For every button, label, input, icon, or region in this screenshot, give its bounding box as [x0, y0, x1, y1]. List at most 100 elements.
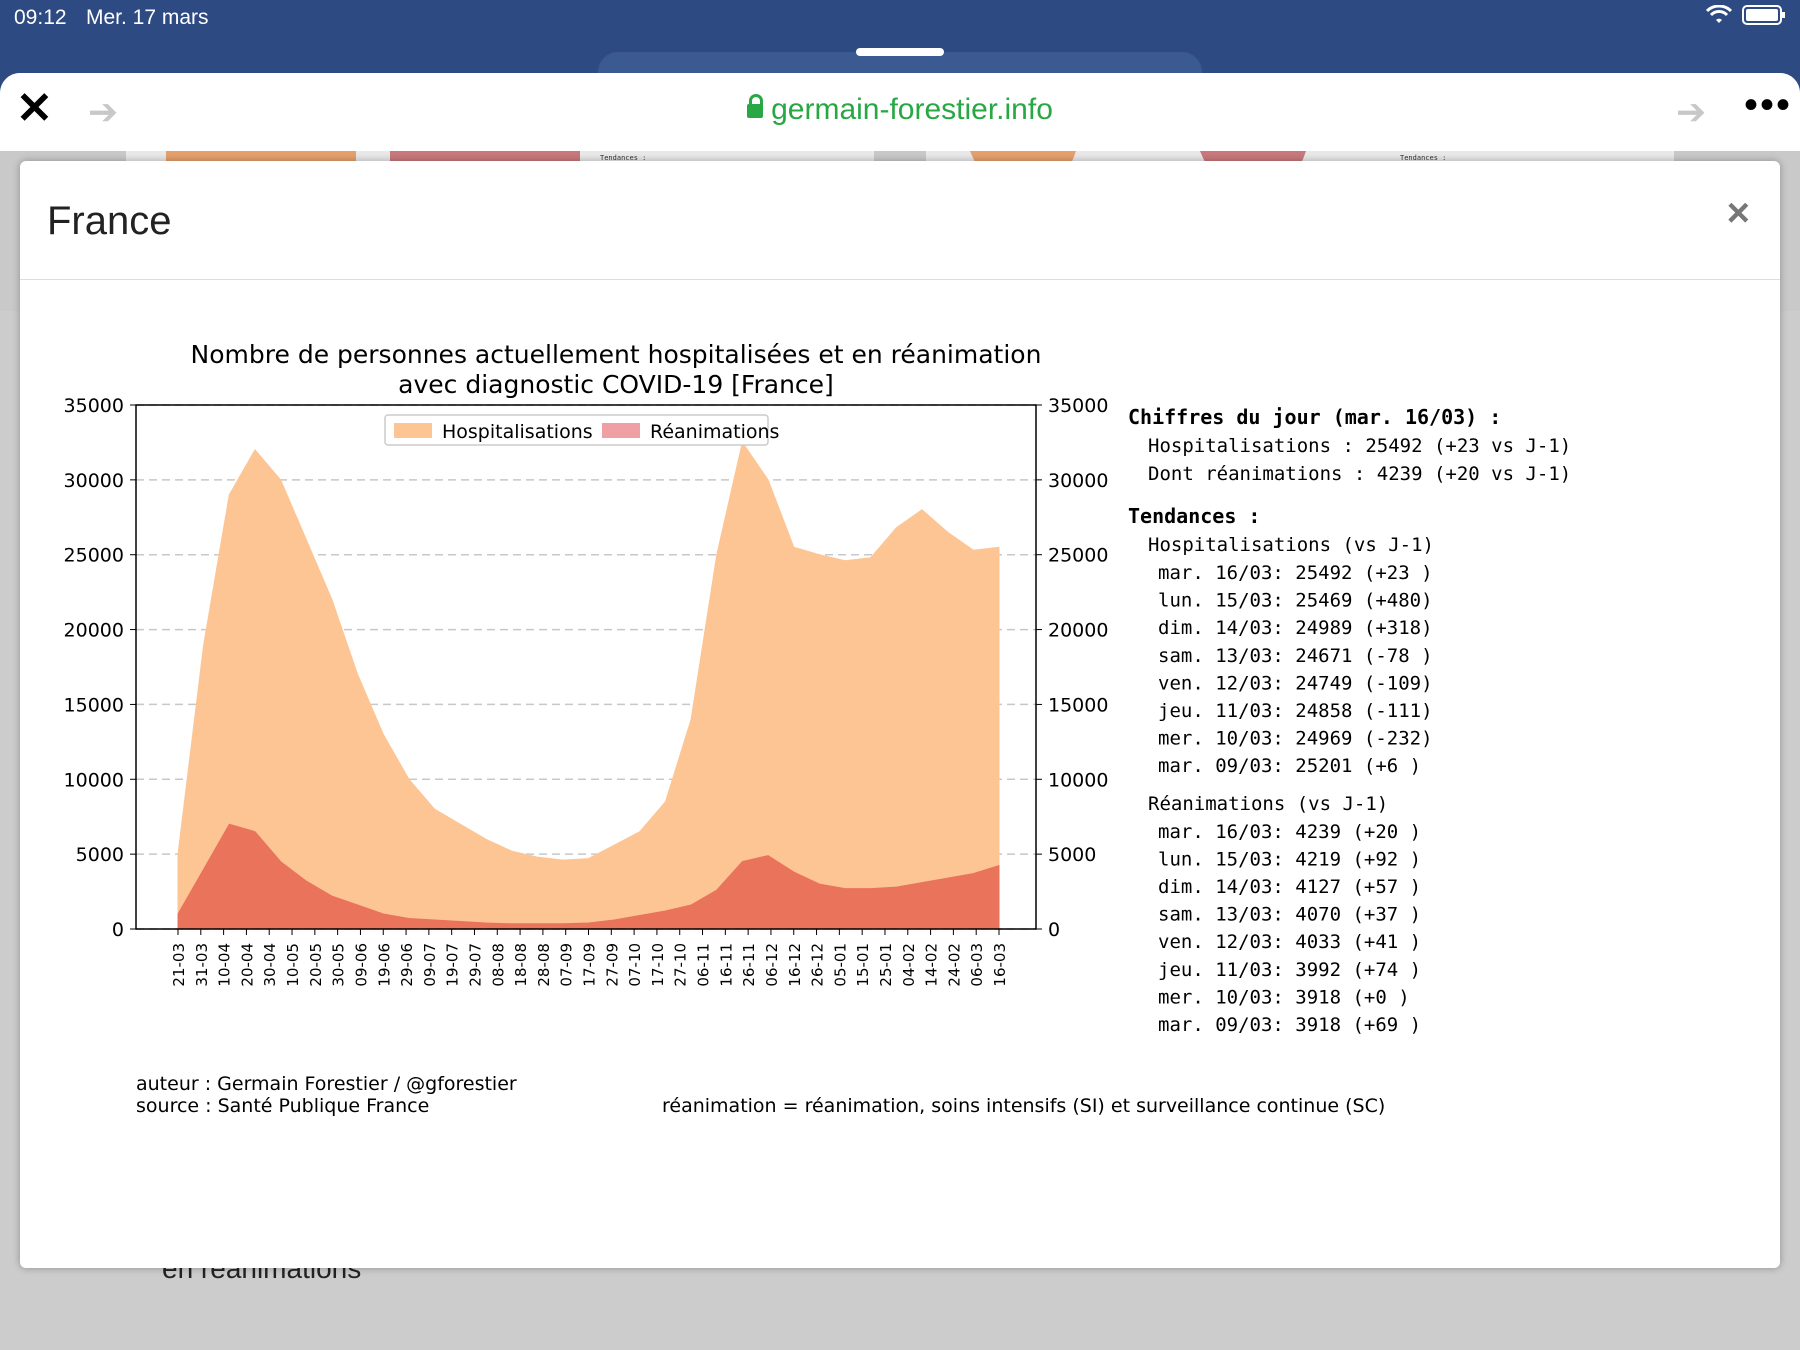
x-tick-label: 26-11: [740, 943, 758, 987]
x-tick-label: 06-12: [763, 943, 781, 987]
chart: Nombre de personnes actuellement hospita…: [64, 340, 1572, 1117]
y-tick-label-right: 5000: [1048, 844, 1096, 866]
status-date: Mer. 17 mars: [86, 6, 209, 29]
x-tick-label: 16-11: [717, 943, 735, 987]
side-rea-row: sam. 13/03: 4070 (+37 ): [1158, 904, 1421, 926]
dialog-close-button[interactable]: ×: [1726, 191, 1750, 235]
y-tick-label-right: 10000: [1048, 769, 1108, 791]
x-tick-label: 10-04: [216, 943, 234, 987]
side-hosp-row: mar. 09/03: 25201 (+6 ): [1158, 755, 1421, 777]
side-hosp-row: jeu. 11/03: 24858 (-111): [1158, 700, 1433, 722]
y-tick-label-left: 0: [112, 919, 124, 941]
x-tick-label: 21-03: [170, 943, 188, 987]
y-tick-label-right: 25000: [1048, 545, 1108, 567]
side-hosp-row: mer. 10/03: 24969 (-232): [1158, 728, 1433, 750]
side-rea-row: jeu. 11/03: 3992 (+74 ): [1158, 959, 1421, 981]
x-tick-label: 17-10: [649, 943, 667, 987]
side-hosp-row: dim. 14/03: 24989 (+318): [1158, 617, 1433, 639]
chart-author: auteur : Germain Forestier / @gforestier: [136, 1073, 517, 1095]
x-tick-label: 05-01: [831, 943, 849, 987]
side-hosp-row: lun. 15/03: 25469 (+480): [1158, 590, 1433, 612]
x-tick-label: 09-07: [421, 943, 439, 987]
x-tick-label: 18-08: [512, 943, 530, 987]
legend-label-hospitalisations: Hospitalisations: [442, 421, 593, 443]
modal-dialog: France × Nombre de personnes actuellemen…: [20, 161, 1780, 1268]
browser-toolbar: ✕ ➔ germain-forestier.info ➔ •••: [0, 73, 1800, 151]
x-tick-label: 07-10: [626, 943, 644, 987]
x-tick-label: 20-04: [238, 943, 256, 987]
dialog-header: France ×: [20, 161, 1780, 280]
side-heading: Chiffres du jour (mar. 16/03) :: [1128, 405, 1501, 429]
x-tick-label: 06-11: [695, 943, 713, 987]
x-tick-label: 19-06: [375, 943, 393, 987]
y-tick-label-right: 20000: [1048, 620, 1108, 642]
y-tick-label-right: 30000: [1048, 470, 1108, 492]
y-tick-label-left: 20000: [64, 620, 124, 642]
battery-icon: [1742, 5, 1785, 25]
status-time: 09:12: [14, 6, 67, 29]
side-trends-heading: Tendances :: [1128, 504, 1260, 528]
back-arrow-icon[interactable]: ➔: [88, 91, 119, 132]
x-tick-label: 29-06: [398, 943, 416, 987]
close-icon[interactable]: ✕: [16, 84, 53, 133]
area-series-hospitalisations: [177, 441, 1000, 930]
side-rea-row: lun. 15/03: 4219 (+92 ): [1158, 848, 1421, 870]
side-hosp-header: Hospitalisations (vs J-1): [1148, 534, 1434, 556]
lock-icon: [747, 94, 764, 118]
side-hosp-row: mar. 16/03: 25492 (+23 ): [1158, 562, 1433, 584]
x-tick-label: 20-05: [307, 943, 325, 987]
x-tick-label: 09-06: [352, 943, 370, 987]
side-rea-row: ven. 12/03: 4033 (+41 ): [1158, 931, 1421, 953]
y-tick-label-right: 35000: [1048, 395, 1108, 417]
x-tick-label: 28-08: [535, 943, 553, 987]
side-rea-row: mer. 10/03: 3918 (+0 ): [1158, 986, 1410, 1008]
x-tick-label: 26-12: [809, 943, 827, 987]
chart-source: source : Santé Publique France: [136, 1095, 429, 1117]
x-tick-label: 17-09: [581, 943, 599, 987]
chart-note: réanimation = réanimation, soins intensi…: [662, 1095, 1385, 1117]
y-tick-label-right: 0: [1048, 919, 1060, 941]
side-rea-row: dim. 14/03: 4127 (+57 ): [1158, 876, 1421, 898]
status-icons: [1706, 4, 1786, 26]
x-tick-label: 27-09: [603, 943, 621, 987]
chart-title-line1: Nombre de personnes actuellement hospita…: [191, 340, 1042, 369]
side-hosp-row: ven. 12/03: 24749 (-109): [1158, 672, 1433, 694]
x-tick-label: 30-05: [330, 943, 348, 987]
x-tick-label: 31-03: [193, 943, 211, 987]
x-tick-label: 16-12: [786, 943, 804, 987]
x-tick-label: 16-03: [991, 943, 1009, 987]
y-tick-label-left: 10000: [64, 769, 124, 791]
x-tick-label: 04-02: [900, 943, 918, 987]
side-hosp-row: sam. 13/03: 24671 (-78 ): [1158, 645, 1433, 667]
dialog-title: France: [47, 199, 172, 243]
x-tick-label: 27-10: [672, 943, 690, 987]
forward-arrow-icon[interactable]: ➔: [1676, 91, 1707, 132]
x-tick-label: 15-01: [854, 943, 872, 987]
x-tick-label: 14-02: [923, 943, 941, 987]
y-tick-label-left: 35000: [64, 395, 124, 417]
x-tick-label: 06-03: [968, 943, 986, 987]
legend-swatch-hospitalisations: [394, 423, 432, 438]
side-hosp-line: Hospitalisations : 25492 (+23 vs J-1): [1148, 435, 1571, 457]
x-tick-label: 30-04: [261, 943, 279, 987]
y-tick-label-left: 15000: [64, 694, 124, 716]
x-tick-label: 25-01: [877, 943, 895, 987]
side-rea-row: mar. 16/03: 4239 (+20 ): [1158, 821, 1421, 843]
x-tick-label: 08-08: [489, 943, 507, 987]
home-indicator[interactable]: [856, 48, 944, 56]
plot-frame: [135, 404, 1037, 930]
x-tick-label: 07-09: [558, 943, 576, 987]
side-rea-row: mar. 09/03: 3918 (+69 ): [1158, 1014, 1421, 1036]
url-display[interactable]: germain-forestier.info: [0, 93, 1800, 127]
more-options-icon[interactable]: •••: [1744, 83, 1793, 127]
y-tick-label-right: 15000: [1048, 694, 1108, 716]
status-bar: 09:12 Mer. 17 mars: [0, 0, 1800, 36]
area-series-reanimations: [177, 823, 1000, 930]
wifi-icon: [1706, 5, 1732, 23]
x-tick-label: 29-07: [466, 943, 484, 987]
legend-swatch-reanimations: [602, 423, 640, 438]
y-tick-label-left: 25000: [64, 545, 124, 567]
side-rea-header: Réanimations (vs J-1): [1148, 793, 1388, 815]
y-tick-label-left: 30000: [64, 470, 124, 492]
url-label: germain-forestier.info: [771, 93, 1053, 126]
